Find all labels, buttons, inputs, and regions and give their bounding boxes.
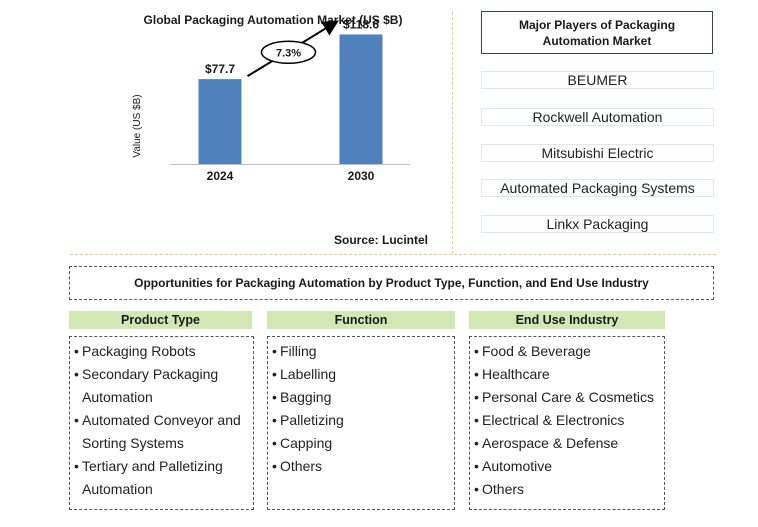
list-item-text: Tertiary and Palletizing Automation — [82, 458, 223, 497]
horizontal-divider — [70, 254, 716, 255]
list-item: • Automotive — [474, 455, 664, 478]
bullet-icon: • — [474, 481, 479, 497]
list-item: • Healthcare — [474, 363, 664, 386]
bullet-icon: • — [74, 343, 79, 359]
bullet-icon: • — [474, 389, 479, 405]
list-item-text: Packaging Robots — [82, 343, 196, 359]
list-item: • Electrical & Electronics — [474, 409, 664, 432]
list-item: • Bagging — [272, 386, 454, 409]
bar — [198, 79, 242, 164]
list-item-text: Automotive — [482, 458, 553, 474]
list-item: • Personal Care & Cosmetics — [474, 386, 664, 409]
list-item: • Packaging Robots — [74, 340, 253, 363]
column-header-product-type: Product Type — [69, 311, 252, 329]
column-box-product-type: • Packaging Robots • Secondary Packaging Au… — [69, 336, 254, 510]
bullet-icon: • — [74, 412, 79, 428]
vertical-divider — [452, 12, 453, 254]
list-item: • Labelling — [272, 363, 454, 386]
column-box-end-use-industry: • Food & Beverage • Healthcare • Personal Car… — [469, 336, 665, 510]
list-item: • Automated Conveyor and Sorting Systems — [74, 409, 253, 455]
bullet-icon: • — [272, 458, 277, 474]
bullet-icon: • — [474, 435, 479, 451]
growth-rate-label: 7.3% — [276, 47, 301, 59]
product-type-list: • Packaging Robots • Secondary Packaging Au… — [74, 340, 253, 501]
list-item: • Others — [272, 455, 454, 478]
player-item: Linkx Packaging — [481, 215, 714, 233]
player-item: BEUMER — [481, 71, 714, 89]
player-item: Automated Packaging Systems — [481, 179, 714, 197]
list-item-text: Automated Conveyor and Sorting Systems — [82, 412, 241, 451]
bullet-icon: • — [272, 412, 277, 428]
list-item: • Capping — [272, 432, 454, 455]
bar-chart: Value (US $B) $77.7 2024 $118.6 2030 7.3% — [132, 17, 410, 183]
bullet-icon: • — [272, 435, 277, 451]
player-item: Rockwell Automation — [481, 108, 714, 126]
list-item-text: Electrical & Electronics — [482, 412, 625, 428]
chart-source: Source: Lucintel — [333, 233, 428, 247]
list-item-text: Aerospace & Defense — [482, 435, 619, 451]
list-item: • Filling — [272, 340, 454, 363]
bar-value-label: $118.6 — [343, 17, 379, 31]
bar-value-label: $77.7 — [205, 62, 235, 76]
growth-rate-ellipse — [260, 40, 317, 65]
list-item: • Food & Beverage — [474, 340, 664, 363]
function-list: • Filling • Labelling • Bagging • Palletizing • C… — [272, 340, 454, 478]
y-axis-label: Value (US $B) — [132, 94, 143, 157]
x-tick-label: 2024 — [207, 169, 234, 183]
column-header-end-use-industry: End Use Industry — [469, 311, 665, 329]
bullet-icon: • — [474, 343, 479, 359]
list-item-text: Food & Beverage — [482, 343, 591, 359]
bullet-icon: • — [272, 343, 277, 359]
players-title: Major Players of Packaging Automation Ma… — [481, 11, 713, 54]
bar — [339, 34, 383, 165]
list-item-text: Filling — [280, 343, 317, 359]
list-item-text: Healthcare — [482, 366, 550, 382]
opportunities-title: Opportunities for Packaging Automation b… — [69, 266, 714, 300]
list-item-text: Capping — [280, 435, 333, 451]
list-item-text: Labelling — [280, 366, 337, 382]
bullet-icon: • — [474, 366, 479, 382]
bullet-icon: • — [74, 458, 79, 474]
list-item: • Tertiary and Palletizing Automation — [74, 455, 253, 501]
list-item: • Aerospace & Defense — [474, 432, 664, 455]
list-item-text: Personal Care & Cosmetics — [482, 389, 654, 405]
bullet-icon: • — [74, 366, 79, 382]
bullet-icon: • — [474, 458, 479, 474]
bullet-icon: • — [474, 412, 479, 428]
list-item: • Others — [474, 478, 664, 501]
list-item: • Palletizing — [272, 409, 454, 432]
x-tick-label: 2030 — [348, 169, 375, 183]
list-item-text: Bagging — [280, 389, 332, 405]
list-item-text: Others — [280, 458, 323, 474]
list-item-text: Palletizing — [280, 412, 344, 428]
end-use-industry-list: • Food & Beverage • Healthcare • Personal Car… — [474, 340, 664, 501]
list-item: • Secondary Packaging Automation — [74, 363, 253, 409]
bullet-icon: • — [272, 389, 277, 405]
column-box-function: • Filling • Labelling • Bagging • Palletizing • C… — [267, 336, 455, 510]
bullet-icon: • — [272, 366, 277, 382]
players-title-text: Major Players of Packaging Automation Ma… — [518, 17, 676, 48]
list-item-text: Others — [482, 481, 525, 497]
column-header-function: Function — [267, 311, 455, 329]
player-item: Mitsubishi Electric — [481, 144, 714, 162]
list-item-text: Secondary Packaging Automation — [82, 366, 219, 405]
